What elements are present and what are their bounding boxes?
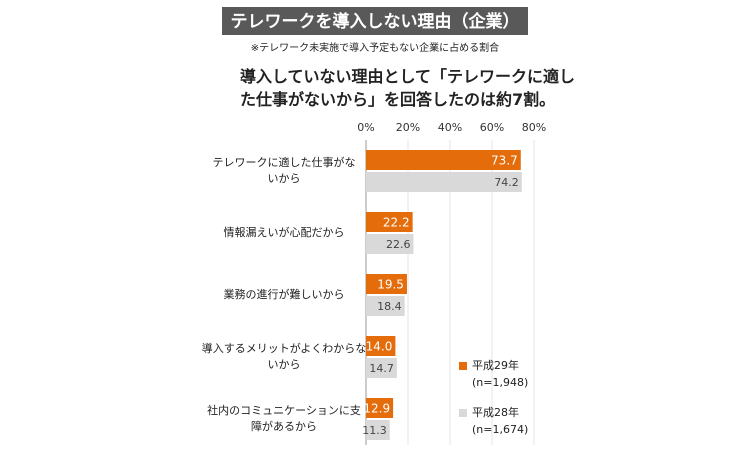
y-tick-label: 業務の進行が難しいから xyxy=(224,287,345,301)
chart-subtitle: ※テレワーク未実施で導入予定もない企業に占める割合 xyxy=(251,41,499,54)
y-tick-label: 情報漏えいが心配だから xyxy=(224,225,345,239)
x-tick-label: 80% xyxy=(522,121,546,134)
bar xyxy=(366,234,414,254)
bar xyxy=(366,420,390,440)
x-tick-label: 40% xyxy=(438,121,462,134)
bar xyxy=(366,336,396,356)
y-tick-label: 社内のコミュニケーションに支障があるから xyxy=(207,403,361,433)
legend-label: 平成29年(n=1,948) xyxy=(472,358,528,389)
x-tick-label: 60% xyxy=(480,121,504,134)
value-label: 19.5 xyxy=(377,278,404,292)
legend-label: 平成28年(n=1,674) xyxy=(472,405,528,436)
bar xyxy=(366,398,394,418)
value-label: 14.7 xyxy=(369,362,394,375)
value-label: 22.2 xyxy=(383,216,410,230)
bar xyxy=(366,358,397,378)
value-label: 11.3 xyxy=(362,424,387,437)
value-label: 74.2 xyxy=(494,176,519,189)
bar xyxy=(366,150,521,170)
legend-swatch xyxy=(459,362,467,370)
value-label: 12.9 xyxy=(363,402,390,416)
x-tick-label: 20% xyxy=(396,121,420,134)
y-tick-label: テレワークに適した仕事がないから xyxy=(213,155,356,185)
value-label: 73.7 xyxy=(491,154,518,168)
bar xyxy=(366,274,407,294)
bar xyxy=(366,296,405,316)
x-tick-label: 0% xyxy=(357,121,374,134)
legend-swatch xyxy=(459,409,467,417)
bar xyxy=(366,212,413,232)
value-label: 18.4 xyxy=(377,300,402,313)
title-box xyxy=(222,7,528,35)
bar xyxy=(366,172,522,192)
y-tick-label: 導入するメリットがよくわからないから xyxy=(202,341,366,371)
value-label: 14.0 xyxy=(366,340,393,354)
value-label: 22.6 xyxy=(386,238,411,251)
chart-title: テレワークを導入しない理由（企業） xyxy=(231,11,520,32)
annotation: 導入していない理由として「テレワークに適した仕事がないから」を回答したのは約7割… xyxy=(240,67,575,109)
